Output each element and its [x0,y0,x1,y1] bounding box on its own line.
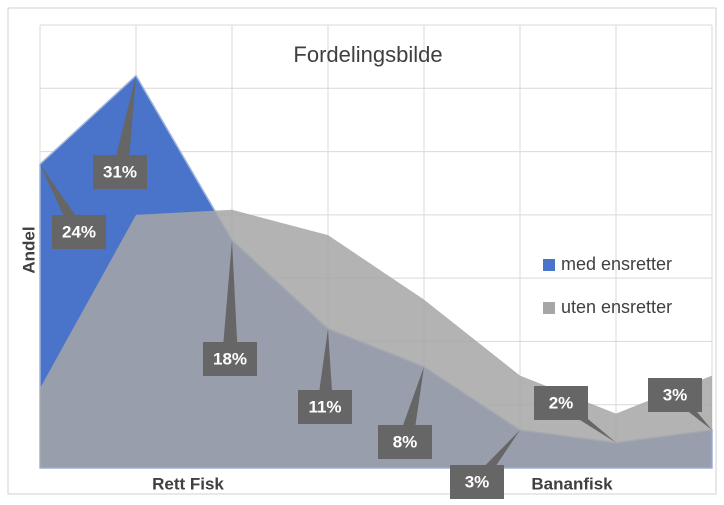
data-label: 31% [103,162,137,181]
data-label: 24% [62,222,96,241]
callout-box [534,386,588,420]
callout-box [52,215,106,249]
data-label: 11% [308,397,341,416]
data-label: 8% [393,432,418,451]
x-tick-label: Rett Fisk [152,474,224,493]
callout-tail [397,366,424,442]
callout-tail [112,75,136,172]
legend-label: uten ensretter [561,297,672,317]
legend-swatch [543,302,555,314]
callout-box [450,465,504,499]
data-label: 2% [549,393,574,412]
callout-box [203,342,257,376]
callout-box [298,390,352,424]
x-tick-label: Bananfisk [531,474,613,493]
callout-box [648,378,702,412]
data-label: 3% [465,472,490,491]
data-label: 3% [663,385,688,404]
callout-tail [317,328,333,407]
callout-box [378,425,432,459]
chart-title: Fordelingsbilde [293,42,442,67]
callout-tail [222,240,238,359]
y-axis-label: Andel [19,226,38,273]
legend-swatch [543,259,555,271]
callout-box [93,155,147,189]
legend-label: med ensretter [561,254,672,274]
data-label: 18% [213,349,247,368]
